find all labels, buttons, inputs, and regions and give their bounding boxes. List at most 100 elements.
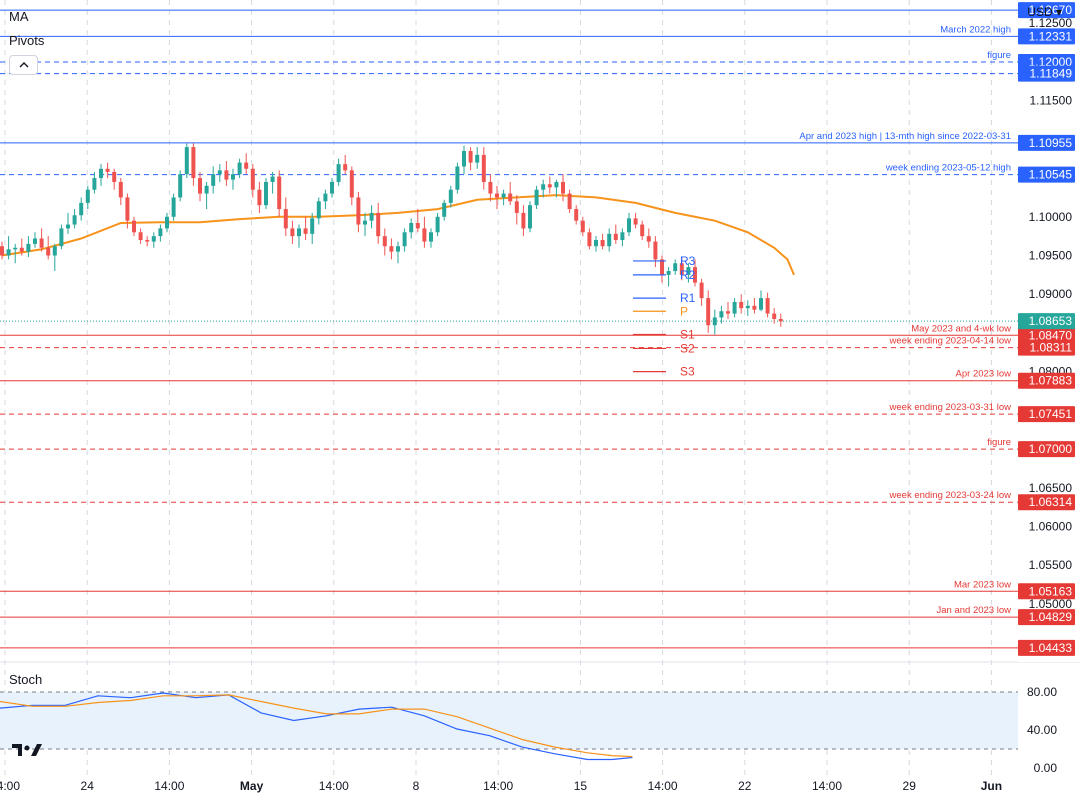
candle-body <box>376 212 381 237</box>
candle-body <box>475 154 480 163</box>
candle-body <box>765 298 770 314</box>
candle-body <box>323 193 328 202</box>
time-axis-tick: May <box>240 779 264 793</box>
pivot-label: R2 <box>680 268 696 282</box>
current-price-tag-bg <box>1018 313 1075 330</box>
chevron-down-icon: ▾ <box>1055 5 1062 19</box>
candle-body <box>290 228 295 237</box>
candle-body <box>270 176 275 182</box>
candle-body <box>627 218 631 233</box>
candle-body <box>330 181 334 194</box>
candle-body <box>574 209 579 221</box>
candle-body <box>686 267 691 275</box>
candle-body <box>620 232 625 241</box>
level-price-tag-bg <box>1018 65 1075 82</box>
candle-body <box>231 174 235 180</box>
candle-body <box>712 317 717 326</box>
level-label: May 2023 and 4-wk low <box>911 323 1011 334</box>
price-axis-tick: 1.09000 <box>1029 287 1073 301</box>
candle-body <box>264 181 268 206</box>
candle-body <box>693 267 697 283</box>
candle-body <box>739 301 744 309</box>
candle-body <box>297 228 301 237</box>
level-price-tag: 1.08470 <box>1029 328 1073 342</box>
level-price-tag: 1.08311 <box>1030 341 1073 355</box>
candle-body <box>455 166 460 190</box>
collapse-legend-button[interactable] <box>9 55 38 75</box>
candle-body <box>257 189 262 206</box>
candle-body <box>462 150 466 167</box>
pivots-indicator-label[interactable]: Pivots <box>9 33 45 48</box>
candle-body <box>66 224 70 229</box>
candle-body <box>125 197 130 221</box>
time-axis-tick: 22 <box>738 779 752 793</box>
level-price-tag: 1.07883 <box>1029 374 1073 388</box>
level-price-tag-bg <box>1018 609 1075 626</box>
candle-body <box>752 305 757 310</box>
candle-body <box>660 259 664 275</box>
candle-body <box>396 246 400 252</box>
candle-body <box>561 181 565 194</box>
level-label: Apr and 2023 high | 13-mth high since 20… <box>799 131 1011 142</box>
level-price-tag: 1.10955 <box>1029 136 1073 150</box>
candle-body <box>145 240 150 242</box>
candle-body <box>501 193 506 198</box>
ma-indicator-label[interactable]: MA <box>9 9 29 24</box>
candle-body <box>567 193 572 210</box>
time-axis-tick: 14:00 <box>0 779 20 793</box>
level-price-tag-bg <box>1018 339 1075 356</box>
candle-body <box>277 176 282 210</box>
candle-body <box>719 311 724 318</box>
candle-body <box>745 305 750 309</box>
candle-body <box>237 162 242 175</box>
stoch-k-line <box>0 692 633 761</box>
candle-body <box>699 282 704 299</box>
candle-body <box>666 270 671 275</box>
candle-body <box>448 189 453 203</box>
stoch-indicator-label[interactable]: Stoch <box>9 672 43 687</box>
level-label: week ending 2023-03-24 low <box>889 490 1012 501</box>
candle-body <box>138 232 143 241</box>
candle-body <box>673 263 678 271</box>
currency-selector[interactable]: USD ▾ <box>1027 5 1062 19</box>
candle-body <box>435 216 440 233</box>
level-price-tag-bg <box>1018 327 1075 344</box>
candle-body <box>52 246 57 256</box>
price-axis-tick: 1.12500 <box>1029 16 1073 30</box>
candle-body <box>79 202 84 216</box>
candle-body <box>653 241 658 260</box>
currency-label: USD <box>1027 5 1053 19</box>
candle-body <box>72 215 77 225</box>
level-label: Apr 2023 low <box>956 369 1012 380</box>
candle-body <box>679 263 684 275</box>
level-price-tag-bg <box>1018 166 1075 183</box>
candle-body <box>118 181 123 198</box>
stoch-d-line <box>0 694 633 758</box>
level-price-tag: 1.12331 <box>1029 29 1073 43</box>
candle-body <box>13 247 18 250</box>
candle-body <box>343 164 348 171</box>
candle-body <box>349 170 354 198</box>
candle-body <box>224 170 229 180</box>
level-price-tag: 1.07000 <box>1029 442 1073 456</box>
candle-body <box>646 236 651 242</box>
candle-body <box>633 218 638 225</box>
candle-body <box>363 220 367 225</box>
candle-body <box>244 162 249 169</box>
candle-body <box>778 318 783 322</box>
candle-body <box>547 184 552 188</box>
horizontal-levels: March 2022 high figure Apr and 2023 high |… <box>0 9 1018 649</box>
candle-body <box>528 205 532 229</box>
candle-body <box>521 212 526 229</box>
candle-body <box>580 220 585 233</box>
tradingview-logo <box>12 744 42 756</box>
pivot-label: S1 <box>680 327 695 341</box>
candle-body <box>59 228 64 247</box>
level-price-tag: 1.12670 <box>1029 3 1073 17</box>
level-label: Mar 2023 low <box>954 579 1011 590</box>
candle-body <box>732 301 737 314</box>
level-price-tag-bg <box>1018 134 1075 151</box>
candle-body <box>415 222 420 229</box>
candle-body <box>204 185 209 194</box>
